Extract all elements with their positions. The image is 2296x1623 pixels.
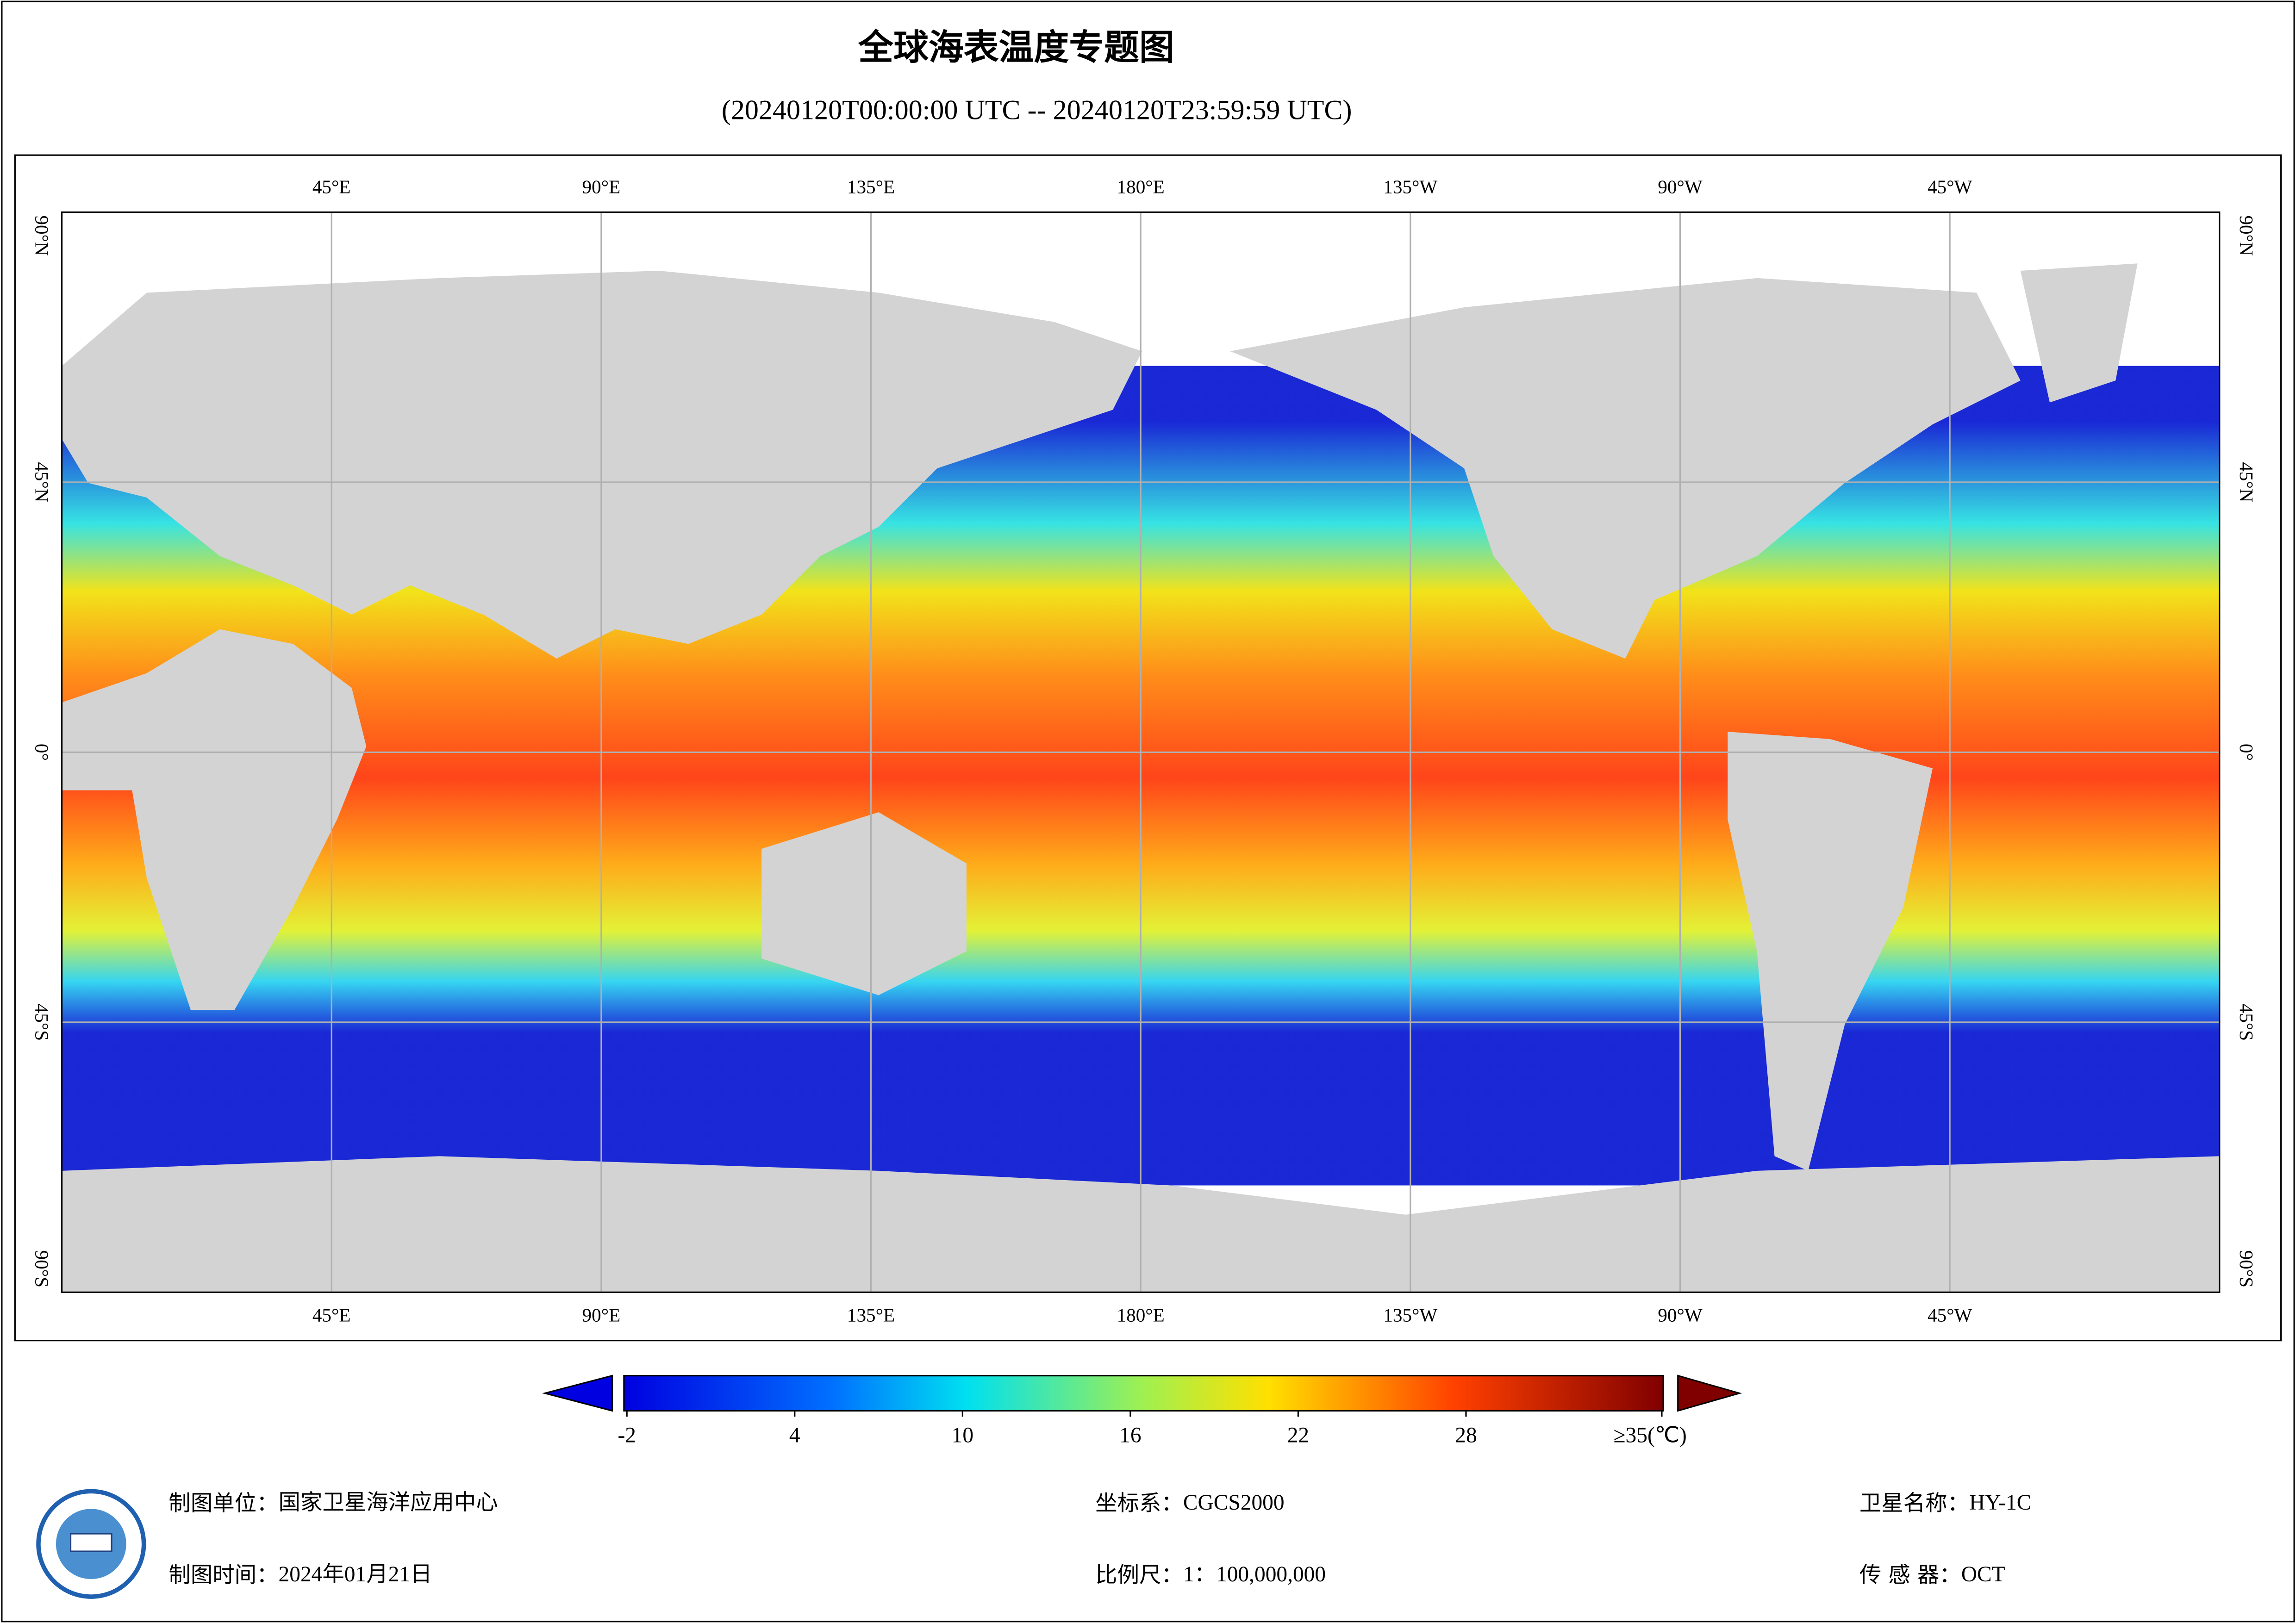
title: 全球海表温度专题图	[858, 27, 1174, 68]
colorbar-tick-label: -2	[618, 1423, 636, 1447]
colorbar	[542, 1374, 1742, 1412]
map-frame	[14, 154, 2282, 1342]
lon-label-top: 90°W	[1658, 176, 1703, 197]
colorbar-tick-label: 10	[952, 1423, 973, 1447]
lon-label-top: 135°E	[847, 176, 895, 197]
footer-item: 制图时间：2024年01月21日	[168, 1562, 432, 1588]
lon-label-bottom: 135°E	[847, 1305, 895, 1326]
footer-item: 传 感 器：OCT	[1859, 1562, 2005, 1588]
lon-label-top: 45°W	[1928, 176, 1972, 197]
lon-label-bottom: 90°E	[582, 1305, 621, 1326]
footer-value: CGCS2000	[1183, 1491, 1285, 1515]
footer-value: 1：100,000,000	[1183, 1562, 1326, 1586]
lat-label-left: 0°	[31, 744, 53, 761]
colorbar-tick-label: ≥35(℃)	[1614, 1423, 1687, 1447]
lon-label-bottom: 180°E	[1117, 1305, 1165, 1326]
lon-label-top: 45°E	[312, 176, 351, 197]
footer-value: 2024年01月21日	[279, 1562, 432, 1586]
footer-label: 制图时间：	[168, 1562, 278, 1588]
colorbar-low-arrow	[542, 1374, 613, 1412]
lat-label-right: 90°N	[2236, 216, 2257, 256]
colorbar-high-arrow	[1677, 1374, 1742, 1412]
footer-label: 坐标系：	[1095, 1491, 1183, 1516]
lat-label-left: 45°S	[31, 1004, 53, 1041]
colorbar-ramp	[623, 1374, 1664, 1412]
footer-label: 制图单位：	[168, 1491, 278, 1516]
subtitle: (20240120T00:00:00 UTC -- 20240120T23:59…	[722, 94, 1352, 125]
colorbar-tick-label: 22	[1287, 1423, 1309, 1447]
lat-label-right: 0°	[2236, 744, 2257, 761]
footer-item: 比例尺：1：100,000,000	[1095, 1562, 1326, 1588]
colorbar-tick-label: 28	[1455, 1423, 1477, 1447]
lon-label-bottom: 45°W	[1928, 1305, 1972, 1326]
footer-item: 卫星名称：HY-1C	[1859, 1491, 2032, 1516]
lon-label-top: 135°W	[1383, 176, 1437, 197]
footer-value: 国家卫星海洋应用中心	[279, 1491, 498, 1515]
lat-label-right: 90°S	[2236, 1250, 2257, 1287]
lon-label-top: 180°E	[1117, 176, 1165, 197]
colorbar-tick-label: 16	[1119, 1423, 1141, 1447]
logo	[36, 1489, 146, 1599]
lon-label-top: 90°E	[582, 176, 621, 197]
map-border	[61, 211, 2221, 1293]
footer-item: 制图单位：国家卫星海洋应用中心	[168, 1491, 498, 1516]
lat-label-left: 90°N	[31, 216, 53, 256]
colorbar-tick-label: 4	[789, 1423, 800, 1447]
lat-label-left: 45°N	[31, 462, 53, 502]
lon-label-bottom: 135°W	[1383, 1305, 1437, 1326]
lon-label-bottom: 45°E	[312, 1305, 351, 1326]
lon-label-bottom: 90°W	[1658, 1305, 1703, 1326]
footer-value: OCT	[1961, 1562, 2005, 1586]
footer-label: 卫星名称：	[1859, 1491, 1969, 1516]
footer-value: HY-1C	[1969, 1491, 2031, 1515]
lat-label-left: 90°S	[31, 1250, 53, 1287]
footer-label: 比例尺：	[1095, 1562, 1183, 1588]
footer-label: 传 感 器：	[1859, 1562, 1961, 1588]
lat-label-right: 45°N	[2236, 462, 2257, 502]
footer-item: 坐标系：CGCS2000	[1095, 1491, 1284, 1516]
lat-label-right: 45°S	[2236, 1004, 2257, 1041]
